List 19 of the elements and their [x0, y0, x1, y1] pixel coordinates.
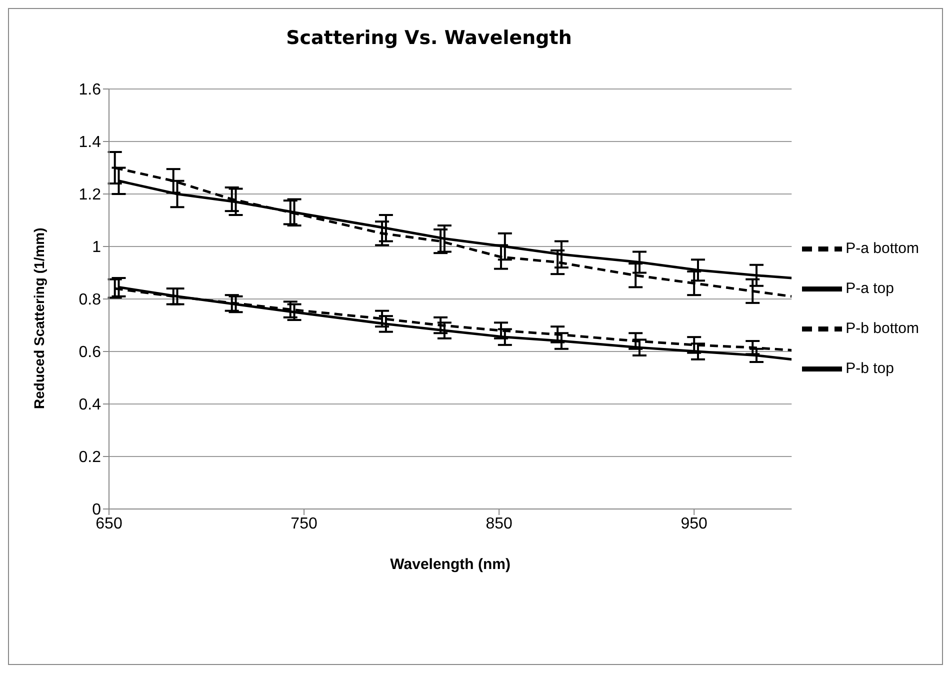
y-tick-label: 1.4: [78, 134, 102, 152]
y-tick-label: 1: [92, 239, 102, 256]
y-tick-label: 0.2: [78, 449, 102, 466]
x-tick-label: 750: [290, 515, 318, 532]
chart-title: Scattering Vs. Wavelength: [285, 27, 573, 49]
y-tick-label: 1.2: [78, 186, 102, 204]
y-tick-label: 0.6: [78, 344, 102, 362]
x-axis-title: Wavelength (nm): [390, 556, 510, 573]
y-axis-title: Reduced Scattering (1/mm): [30, 228, 47, 409]
x-tick-label: 950: [680, 515, 708, 532]
legend-label: P-a bottom: [846, 240, 919, 257]
x-tick-label: 650: [96, 515, 122, 532]
y-tick-label: 1.6: [78, 82, 102, 99]
y-tick-label: 0.8: [78, 292, 102, 309]
y-tick-label: 0.4: [78, 396, 102, 414]
x-tick-label: 850: [486, 515, 513, 532]
legend-label: P-b bottom: [846, 320, 919, 337]
legend-label: P-b top: [846, 360, 894, 378]
legend-label: P-a top: [846, 280, 894, 297]
